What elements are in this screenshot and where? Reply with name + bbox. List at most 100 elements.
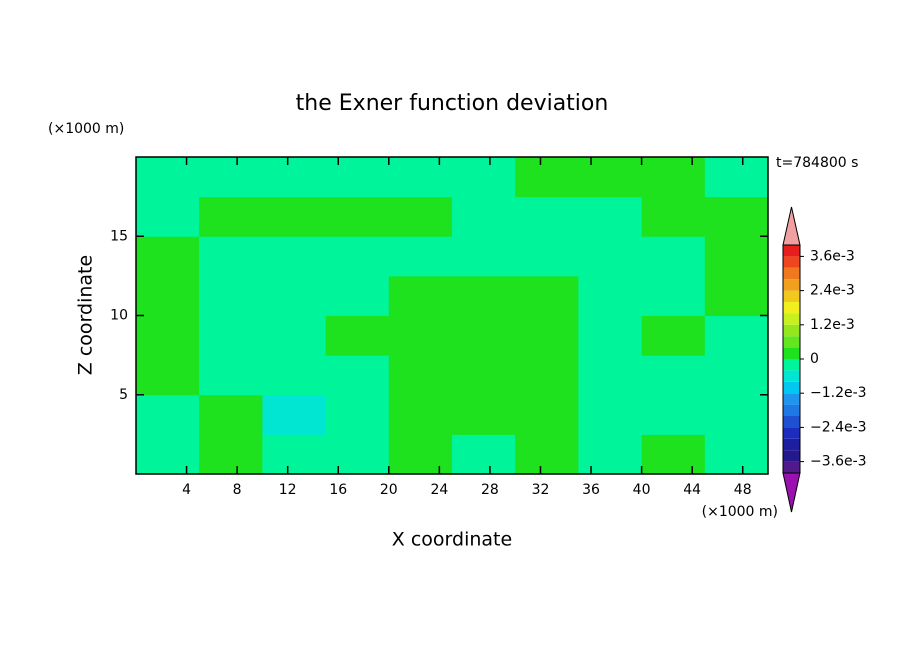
contour-cell: [578, 434, 643, 475]
contour-cell: [325, 355, 390, 396]
contour-cell: [388, 236, 453, 277]
contour-cell: [262, 355, 327, 396]
contour-cell: [262, 236, 327, 277]
contour-cell: [578, 157, 643, 198]
colorbar-band: [783, 302, 800, 314]
contour-cell: [452, 275, 516, 316]
contour-cell: [136, 157, 200, 198]
contour-cell: [199, 196, 263, 237]
contour-cell: [388, 157, 453, 198]
contour-cell: [578, 394, 643, 435]
contour-cell: [262, 275, 327, 316]
contour-cell: [704, 275, 769, 316]
contour-cell: [641, 236, 706, 277]
contour-cell: [641, 355, 706, 396]
contour-cell: [452, 355, 516, 396]
contour-cell: [452, 196, 516, 237]
contour-cell: [452, 236, 516, 277]
contour-cell: [388, 315, 453, 356]
contour-cell: [388, 196, 453, 237]
contour-cell: [515, 236, 579, 277]
y-tick-label: 5: [119, 387, 128, 403]
contour-cell: [641, 157, 706, 198]
contour-cell: [199, 434, 263, 475]
colorbar-band: [783, 438, 800, 451]
colorbar-band: [783, 427, 800, 439]
colorbar-band: [783, 450, 800, 462]
contour-cell: [388, 434, 453, 475]
contour-cell: [325, 275, 390, 316]
contour-cell: [515, 196, 579, 237]
contour-cell: [262, 196, 327, 237]
x-tick-label: 4: [182, 482, 191, 498]
contour-cell: [199, 315, 263, 356]
contour-cell: [262, 394, 327, 435]
y-tick-label: 10: [110, 308, 128, 324]
contour-cell: [641, 275, 706, 316]
colorbar-band: [783, 359, 800, 371]
x-tick-label: 8: [233, 482, 242, 498]
colorbar-label: 1.2e-3: [810, 317, 855, 333]
colorbar-band: [783, 256, 800, 268]
colorbar-label: −3.6e-3: [810, 454, 867, 470]
contour-cell: [199, 236, 263, 277]
x-tick-label: 44: [683, 482, 701, 498]
contour-cell: [199, 275, 263, 316]
contour-cell: [704, 236, 769, 277]
contour-cell: [388, 355, 453, 396]
contour-cell: [325, 157, 390, 198]
contour-cell: [199, 355, 263, 396]
x-tick-label: 28: [481, 482, 499, 498]
contour-cell: [515, 157, 579, 198]
colorbar-band: [783, 347, 800, 359]
x-tick-label: 36: [582, 482, 600, 498]
x-unit: (×1000 m): [702, 504, 778, 520]
contour-cell: [704, 355, 769, 396]
contour-cell: [641, 394, 706, 435]
x-tick-label: 32: [532, 482, 550, 498]
contour-cell: [262, 315, 327, 356]
contour-cell: [515, 275, 579, 316]
y-tick-label: 15: [110, 228, 128, 244]
contour-cell: [452, 394, 516, 435]
x-tick-label: 40: [633, 482, 651, 498]
annotation: t=784800 s: [776, 155, 858, 171]
contour-cell: [136, 236, 200, 277]
x-tick-label: 16: [329, 482, 347, 498]
contour-cell: [325, 236, 390, 277]
colorbar-band: [783, 324, 800, 337]
contour-cell: [704, 157, 769, 198]
contour-cell: [136, 275, 200, 316]
x-tick-label: 12: [279, 482, 297, 498]
contour-cell: [704, 315, 769, 356]
chart-title: the Exner function deviation: [296, 91, 609, 116]
x-tick-label: 24: [430, 482, 448, 498]
contour-cell: [452, 157, 516, 198]
colorbar-under: [782, 472, 801, 513]
contour-cell: [578, 315, 643, 356]
contour-cell: [388, 275, 453, 316]
y-axis-label: Z coordinate: [75, 255, 97, 375]
colorbar-band: [783, 279, 800, 291]
contour-cell: [452, 434, 516, 475]
contour-cell: [704, 434, 769, 475]
contour-cell: [325, 315, 390, 356]
colorbar-band: [783, 336, 800, 348]
contour-cell: [199, 394, 263, 435]
colorbar-label: −2.4e-3: [810, 419, 867, 435]
contour-cell: [641, 434, 706, 475]
colorbar-band: [783, 404, 800, 416]
colorbar-band: [783, 416, 800, 428]
contour-cell: [641, 196, 706, 237]
colorbar-band: [783, 313, 800, 325]
colorbar-band: [783, 381, 800, 394]
colorbar-band: [783, 370, 800, 382]
colorbar-band: [783, 267, 800, 280]
contour-cell: [262, 434, 327, 475]
contour-cell: [262, 157, 327, 198]
contour-cell: [515, 394, 579, 435]
contour-cell: [136, 196, 200, 237]
colorbar-band: [783, 245, 800, 257]
contour-cell: [515, 434, 579, 475]
